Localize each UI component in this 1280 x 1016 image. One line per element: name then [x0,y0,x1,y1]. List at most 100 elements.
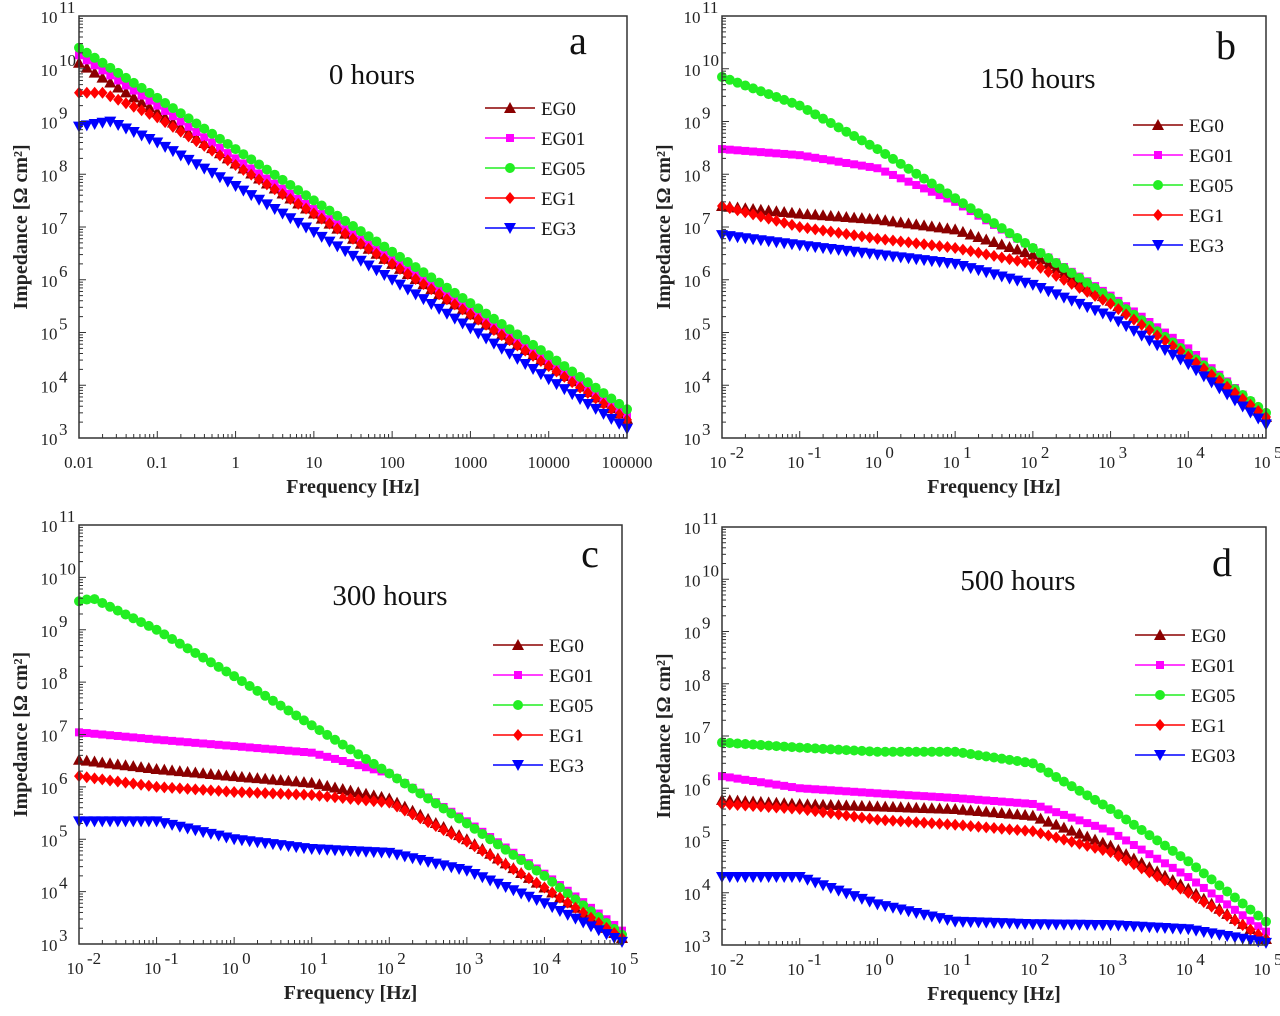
data-point-EG1 [1136,862,1147,875]
data-point-EG3 [112,120,125,132]
data-point-EG0 [290,775,303,787]
data-point-EG03 [739,872,752,884]
data-point-EG0 [259,772,272,784]
y-tick-exponent: 11 [59,0,75,17]
x-tick-label: 10 [710,960,727,979]
data-point-EG05 [1012,233,1023,244]
data-point-EG05 [407,783,418,794]
y-tick-exponent: 10 [702,51,719,70]
data-point-EG1 [500,858,511,871]
data-point-EG0 [848,799,861,811]
data-point-EG05 [973,208,984,219]
data-point-EG1 [213,784,224,797]
data-point-EG01 [215,143,224,152]
data-point-EG05 [582,377,593,388]
data-point-EG1 [322,790,333,803]
data-point-EG3 [577,917,590,929]
legend: EG0 EG01 EG05 EG1 EG03 [1135,626,1235,767]
data-point-EG05 [810,109,821,120]
data-point-EG05 [269,169,280,180]
x-tick-label: 10 [532,959,549,978]
data-point-EG05 [841,745,852,756]
legend-item-EG01: EG01 [1135,656,1235,677]
data-point-EG05 [376,763,387,774]
data-point-EG01 [1238,911,1247,920]
data-point-EG3 [487,338,500,350]
data-point-EG05 [441,282,452,293]
x-tick-label: 0.1 [147,453,168,472]
data-point-EG01 [865,788,874,797]
data-point-EG0 [1026,248,1039,260]
data-point-EG05 [183,113,194,124]
data-point-EG1 [1175,882,1186,895]
y-tick-label: 10 [684,166,701,185]
legend-label: EG0 [1189,116,1224,137]
data-point-EG05 [457,293,468,304]
data-point-EG05 [614,398,625,409]
data-point-EG0 [1003,241,1016,253]
data-point-EG0 [1019,808,1032,820]
data-point-EG01 [943,793,952,802]
data-point-EG1 [957,243,968,256]
data-point-EG3 [135,130,148,142]
data-point-EG1 [418,278,429,291]
data-point-EG05 [1004,754,1015,765]
y-tick-label: 10 [41,831,58,850]
data-point-EG01 [787,150,796,159]
data-point-EG01 [865,162,874,171]
y-tick-label: 10 [41,884,58,903]
data-point-EG1 [1058,273,1069,286]
data-point-EG03 [747,872,760,884]
data-point-EG05 [1004,228,1015,239]
legend-label: EG1 [1189,206,1224,227]
data-point-EG01 [82,729,91,738]
legend-item-EG1: EG1 [485,189,576,210]
data-point-EG05 [996,753,1007,764]
data-point-EG01 [780,149,789,158]
data-point-EG01 [888,790,897,799]
data-point-EG03 [1042,919,1055,931]
data-point-EG01 [1083,819,1092,828]
data-point-EG3 [119,816,132,828]
data-point-EG05 [1058,776,1069,787]
legend-marker [504,223,516,234]
data-point-EG05 [465,298,476,309]
data-point-EG1 [485,849,496,862]
data-point-EG05 [306,720,317,731]
data-point-EG1 [159,781,170,794]
data-point-EG3 [1205,377,1218,389]
data-point-EG05 [1027,758,1038,769]
data-point-EG05 [724,74,735,85]
x-tick-exponent: 1 [963,950,972,969]
series-EG3 [73,116,633,435]
y-tick-exponent: 11 [59,507,75,526]
legend-label: EG0 [549,636,584,657]
data-point-EG1 [895,235,906,248]
data-point-EG01 [1075,816,1084,825]
data-point-EG01 [1114,831,1123,840]
data-point-EG05 [570,894,581,905]
data-point-EG0 [274,774,287,786]
data-point-EG1 [554,891,565,904]
data-point-EG3 [213,172,226,184]
legend-marker [505,163,515,173]
data-point-EG05 [849,745,860,756]
data-point-EG05 [818,743,829,754]
y-tick-label: 10 [41,61,58,80]
data-point-EG0 [941,222,954,234]
data-point-EG05 [1159,840,1170,851]
data-point-EG3 [253,194,266,206]
x-tick-label: 10 [865,453,882,472]
data-point-EG0 [321,779,334,791]
data-point-EG1 [864,231,875,244]
data-point-EG01 [741,146,750,155]
data-point-EG01 [803,784,812,793]
data-point-EG05 [402,257,413,268]
data-point-EG1 [277,188,288,201]
data-point-EG1 [825,225,836,238]
data-point-EG03 [754,872,767,884]
data-point-EG05 [535,345,546,356]
data-point-EG03 [1073,919,1086,931]
data-point-EG1 [818,224,829,237]
data-point-EG3 [569,913,582,925]
